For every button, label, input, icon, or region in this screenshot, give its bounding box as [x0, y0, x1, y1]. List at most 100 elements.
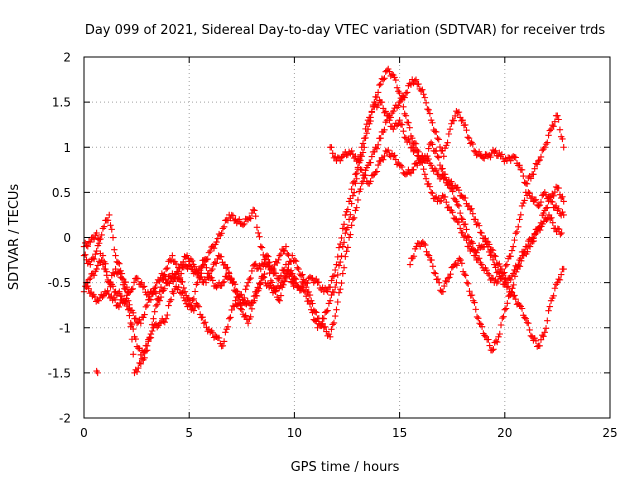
data-point: [455, 219, 463, 226]
data-point: [518, 202, 526, 210]
data-point: [489, 256, 497, 264]
data-point: [391, 152, 398, 159]
data-point: [161, 285, 168, 292]
data-point: [434, 153, 441, 160]
data-point: [289, 252, 296, 259]
data-point: [244, 320, 252, 327]
data-point: [410, 253, 418, 260]
data-point: [90, 272, 98, 279]
data-point: [190, 295, 198, 303]
data-point: [498, 151, 506, 158]
data-point: [441, 174, 449, 181]
data-point: [379, 156, 387, 163]
data-point: [97, 235, 104, 243]
data-point: [102, 260, 109, 267]
data-point: [458, 117, 465, 124]
data-point: [359, 140, 367, 147]
data-point: [489, 247, 497, 254]
data-point: [350, 214, 358, 221]
data-point: [426, 110, 434, 117]
data-point: [412, 146, 420, 154]
data-point: [340, 221, 348, 228]
data-point: [550, 123, 557, 130]
data-point: [445, 203, 453, 211]
data-point: [236, 216, 243, 223]
data-point: [427, 139, 435, 146]
data-point: [378, 98, 386, 106]
data-point: [330, 319, 338, 327]
data-point: [470, 147, 478, 155]
data-point: [554, 207, 561, 214]
data-point: [546, 127, 554, 134]
data-point: [228, 211, 235, 219]
data-point: [333, 306, 340, 313]
data-point: [560, 198, 567, 205]
data-point: [99, 293, 106, 301]
data-point: [93, 265, 100, 273]
data-point: [335, 262, 343, 269]
data-point: [420, 165, 427, 173]
data-point: [353, 204, 360, 211]
data-point: [537, 198, 545, 206]
data-point: [417, 243, 424, 250]
data-point: [164, 311, 171, 319]
data-point: [294, 264, 301, 271]
data-point: [544, 317, 551, 324]
data-point: [242, 312, 249, 319]
data-point: [134, 275, 142, 282]
data-point: [407, 144, 415, 152]
data-point: [520, 172, 527, 180]
data-point: [141, 354, 148, 362]
data-point: [420, 240, 428, 247]
data-point: [200, 320, 208, 327]
data-point: [257, 265, 264, 273]
data-point: [170, 290, 177, 297]
data-point: [161, 318, 168, 326]
data-point: [492, 147, 499, 154]
data-point: [469, 210, 477, 217]
data-point: [426, 183, 434, 190]
data-point: [315, 279, 323, 286]
data-point: [209, 277, 216, 284]
data-point: [218, 282, 225, 289]
data-point: [223, 265, 230, 272]
data-point: [108, 226, 115, 233]
data-point: [178, 262, 186, 269]
data-point: [463, 279, 471, 286]
data-point: [491, 148, 498, 155]
data-point: [421, 153, 429, 160]
data-point: [276, 252, 283, 259]
data-point: [247, 274, 254, 282]
data-point: [363, 130, 370, 137]
data-point: [410, 166, 417, 173]
data-point: [476, 320, 483, 327]
data-point: [549, 122, 556, 129]
data-point: [497, 321, 505, 329]
data-point: [478, 261, 485, 268]
data-point: [306, 291, 314, 299]
data-point: [337, 285, 344, 293]
data-point: [454, 184, 461, 191]
data-point: [458, 260, 466, 267]
data-point: [397, 97, 405, 105]
data-point: [525, 320, 532, 327]
data-point: [273, 259, 281, 267]
data-point: [127, 323, 134, 330]
data-point: [362, 172, 369, 179]
data-point: [330, 272, 338, 280]
data-point: [537, 336, 545, 343]
data-point: [126, 312, 133, 319]
data-point: [555, 226, 563, 233]
data-point: [535, 202, 542, 210]
data-point: [237, 305, 244, 312]
data-point: [502, 305, 510, 312]
data-point: [159, 272, 167, 279]
data-point: [284, 250, 291, 258]
data-point: [137, 320, 145, 327]
data-point: [560, 211, 567, 219]
data-point: [340, 264, 348, 271]
data-point: [403, 89, 411, 96]
data-point: [276, 297, 283, 304]
data-point: [236, 292, 244, 299]
data-point: [390, 126, 397, 133]
